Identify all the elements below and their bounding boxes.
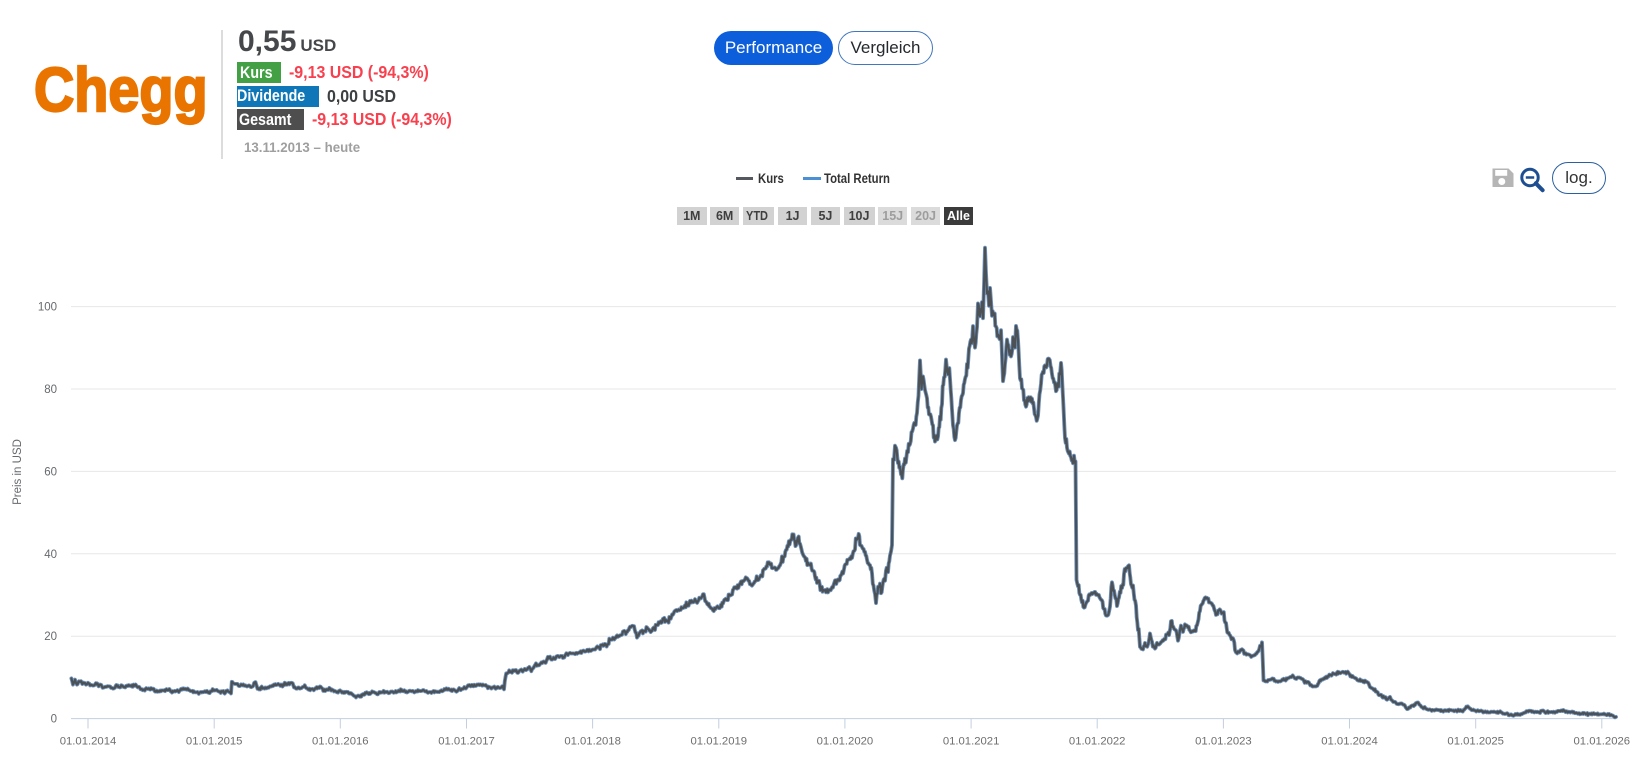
svg-text:20: 20 <box>44 631 57 643</box>
svg-text:01.01.2024: 01.01.2024 <box>1321 736 1378 748</box>
svg-text:01.01.2016: 01.01.2016 <box>312 736 369 748</box>
svg-text:01.01.2020: 01.01.2020 <box>817 736 874 748</box>
svg-text:01.01.2019: 01.01.2019 <box>691 736 748 748</box>
svg-text:40: 40 <box>44 549 57 561</box>
svg-text:100: 100 <box>38 302 57 314</box>
svg-text:01.01.2014: 01.01.2014 <box>60 736 117 748</box>
svg-text:01.01.2021: 01.01.2021 <box>943 736 1000 748</box>
svg-text:01.01.2025: 01.01.2025 <box>1447 736 1504 748</box>
svg-text:01.01.2026: 01.01.2026 <box>1574 736 1630 748</box>
svg-text:01.01.2017: 01.01.2017 <box>438 736 495 748</box>
svg-text:80: 80 <box>44 384 57 396</box>
svg-text:01.01.2018: 01.01.2018 <box>564 736 621 748</box>
svg-text:01.01.2023: 01.01.2023 <box>1195 736 1252 748</box>
svg-text:01.01.2015: 01.01.2015 <box>186 736 243 748</box>
svg-text:01.01.2022: 01.01.2022 <box>1069 736 1126 748</box>
svg-text:Preis in USD: Preis in USD <box>12 439 24 505</box>
svg-text:0: 0 <box>51 714 57 726</box>
svg-text:60: 60 <box>44 466 57 478</box>
